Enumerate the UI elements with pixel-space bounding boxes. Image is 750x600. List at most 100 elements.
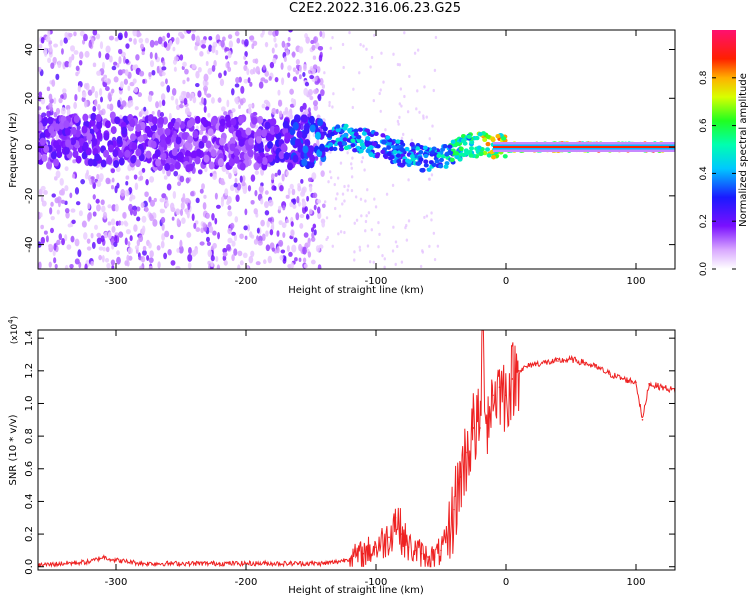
spectral-speckle — [140, 202, 145, 208]
spectral-speckle — [208, 35, 213, 41]
spectral-speckle — [201, 97, 205, 105]
spectral-speckle — [181, 65, 185, 71]
spectral-speckle — [291, 51, 296, 58]
snr-point — [401, 533, 403, 535]
spectral-speckle — [292, 67, 297, 72]
spectral-speckle — [129, 235, 133, 242]
spectral-speckle — [244, 235, 248, 241]
spectral-speckle — [163, 252, 168, 260]
spectral-speckle — [365, 47, 368, 51]
spectral-speckle — [111, 225, 116, 233]
spectral-speckle — [431, 124, 434, 128]
spectral-speckle — [111, 204, 117, 212]
spectral-speckle — [279, 184, 284, 192]
spectral-speckle — [246, 224, 250, 232]
spectral-speckle — [358, 245, 361, 249]
spectral-speckle — [425, 214, 429, 218]
spectral-speckle — [214, 217, 218, 225]
spectral-speckle — [135, 206, 141, 212]
y-tick-label: 40 — [24, 43, 35, 56]
spectral-speckle — [118, 48, 123, 55]
spectral-speckle — [407, 219, 411, 223]
spectral-speckle — [222, 247, 228, 254]
spectral-speckle — [133, 224, 138, 232]
spectral-speckle — [123, 78, 129, 85]
x-tick-label: 0 — [503, 577, 509, 588]
spectral-speckle — [277, 169, 282, 176]
spectral-speckle — [227, 227, 232, 235]
spectral-speckle — [269, 61, 275, 69]
spectral-speckle — [292, 76, 298, 82]
snr-point — [531, 363, 533, 366]
spectral-speckle — [195, 227, 201, 232]
spectral-speckle — [184, 68, 189, 75]
spectral-speckle — [317, 45, 324, 51]
spectral-speckle — [92, 105, 97, 112]
spectral-speckle — [332, 92, 335, 96]
snr-point — [505, 394, 507, 397]
spectral-speckle — [276, 230, 280, 237]
spectral-speckle — [313, 104, 319, 111]
spectral-speckle — [149, 51, 153, 59]
spectral-speckle — [127, 247, 133, 254]
signal-blob — [392, 145, 398, 150]
spectral-speckle — [228, 172, 232, 180]
signal-blob — [368, 145, 374, 150]
spectral-speckle — [304, 81, 310, 87]
signal-blob — [96, 131, 103, 140]
signal-blob — [301, 158, 308, 167]
spectral-speckle — [120, 51, 126, 58]
spectral-speckle — [125, 175, 130, 180]
spectral-speckle — [280, 249, 286, 254]
spectral-speckle — [203, 194, 207, 199]
spectral-speckle — [350, 162, 353, 166]
spectral-speckle — [177, 181, 182, 187]
spectral-speckle — [60, 199, 66, 204]
spectral-speckle — [307, 177, 313, 182]
spectral-speckle — [402, 132, 405, 136]
snr-point — [375, 546, 377, 548]
spectral-speckle — [398, 115, 401, 119]
signal-blob — [229, 143, 236, 152]
spectral-speckle — [149, 39, 155, 48]
spectral-speckle — [69, 263, 74, 269]
spectral-speckle — [179, 175, 185, 183]
spectral-speckle — [287, 111, 291, 117]
signal-blob — [419, 167, 425, 173]
spectral-speckle — [68, 32, 73, 38]
spectral-speckle — [308, 208, 313, 215]
spectral-speckle — [212, 242, 217, 249]
snr-point — [648, 383, 650, 385]
signal-blob — [404, 146, 410, 152]
spectral-speckle — [138, 170, 143, 176]
signal-blob — [160, 133, 167, 142]
signal-blob — [440, 154, 446, 159]
spectral-speckle — [331, 105, 334, 109]
spectral-speckle — [243, 64, 248, 72]
spectral-speckle — [278, 239, 284, 247]
spectral-speckle — [61, 48, 64, 55]
spectral-speckle — [126, 254, 130, 262]
spectral-speckle — [287, 72, 291, 78]
spectral-speckle — [179, 54, 184, 61]
spectral-speckle — [134, 106, 139, 111]
signal-blob — [225, 119, 232, 128]
spectral-speckle — [264, 210, 270, 216]
spectral-speckle — [258, 81, 264, 89]
signal-blob — [364, 142, 370, 148]
spectral-speckle — [223, 111, 228, 116]
spectral-speckle — [351, 105, 354, 110]
snr-point — [219, 562, 221, 565]
spectral-speckle — [244, 60, 248, 65]
signal-blob — [203, 154, 210, 163]
spectral-speckle — [168, 112, 172, 121]
spectral-speckle — [241, 181, 246, 187]
spectral-speckle — [111, 88, 115, 94]
signal-blob — [72, 150, 79, 159]
signal-blob — [397, 162, 403, 167]
spectral-speckle — [217, 231, 220, 240]
spectral-speckle — [193, 222, 197, 229]
x-tick-label: -100 — [365, 276, 388, 287]
spectral-speckle — [106, 262, 111, 269]
spectral-speckle — [187, 111, 192, 116]
